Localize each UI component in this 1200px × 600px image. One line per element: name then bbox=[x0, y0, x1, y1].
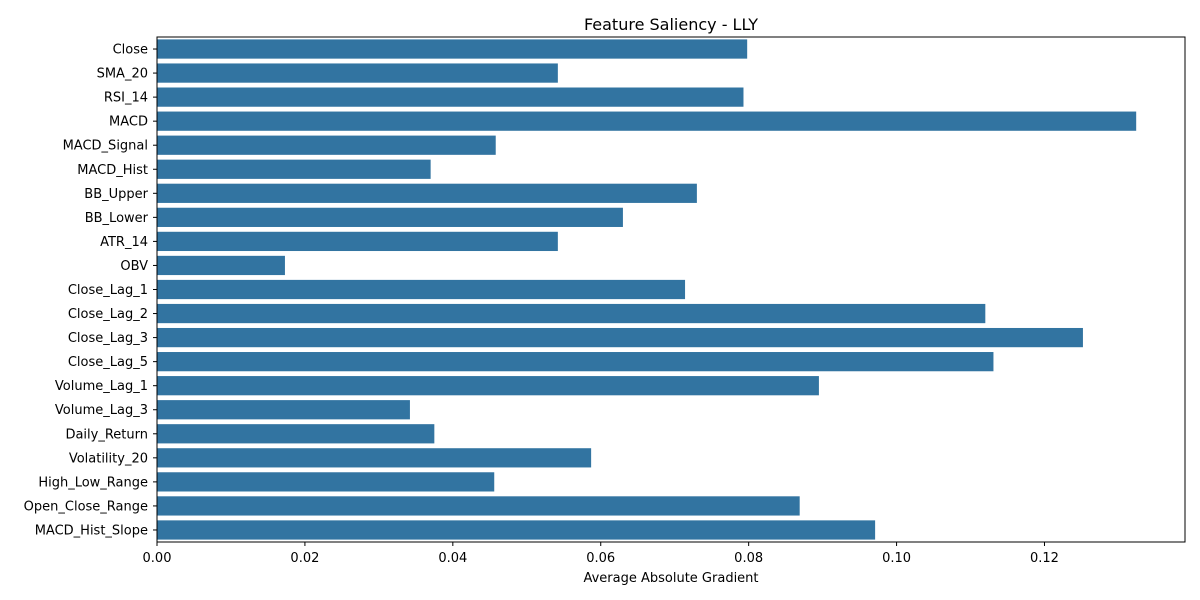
bar-daily-return bbox=[157, 424, 435, 444]
bar-close bbox=[157, 39, 748, 59]
y-tick-label: Close_Lag_1 bbox=[68, 283, 148, 298]
bar-close-lag-3 bbox=[157, 327, 1083, 348]
bar-close-lag-1 bbox=[157, 279, 686, 300]
y-tick-label: OBV bbox=[120, 259, 148, 274]
y-tick-label: RSI_14 bbox=[104, 91, 148, 106]
bar-close-lag-2 bbox=[157, 303, 986, 324]
y-tick-label: ATR_14 bbox=[100, 235, 148, 250]
y-axis-ticks: Close SMA_20 RSI_14 MACD MACD_Signal MACD_His… bbox=[24, 43, 157, 538]
bar-sma-20 bbox=[157, 63, 558, 83]
y-tick-label: MACD_Signal bbox=[63, 139, 148, 154]
bar-macd-hist-slope bbox=[157, 520, 876, 540]
x-axis-ticks: 0.00 0.02 0.04 0.06 0.08 0.10 0.12 bbox=[143, 542, 1059, 566]
bar-rsi-14 bbox=[157, 87, 744, 107]
bar-volume-lag-3 bbox=[157, 400, 410, 420]
bar-open-close-range bbox=[157, 496, 800, 516]
y-tick-label: MACD_Hist bbox=[77, 163, 148, 178]
bar-macd bbox=[157, 111, 1137, 131]
x-tick-label: 0.12 bbox=[1030, 551, 1059, 566]
x-tick-label: 0.08 bbox=[734, 551, 763, 566]
bar-bb-lower bbox=[157, 207, 623, 227]
bars-group bbox=[157, 39, 1137, 540]
y-tick-label: Close_Lag_3 bbox=[68, 331, 148, 346]
bar-bb-upper bbox=[157, 183, 697, 203]
y-tick-label: Volume_Lag_1 bbox=[55, 379, 148, 394]
bar-high-low-range bbox=[157, 472, 495, 492]
y-tick-label: Close_Lag_5 bbox=[68, 355, 148, 370]
y-tick-label: MACD_Hist_Slope bbox=[35, 523, 148, 538]
bar-volatility-20 bbox=[157, 448, 592, 468]
y-tick-label: MACD bbox=[109, 115, 148, 130]
y-tick-label: BB_Upper bbox=[84, 187, 148, 202]
x-tick-label: 0.00 bbox=[143, 551, 172, 566]
y-tick-label: Close bbox=[113, 43, 148, 58]
bar-macd-hist bbox=[157, 159, 431, 179]
bar-atr-14 bbox=[157, 231, 558, 252]
x-axis-label: Average Absolute Gradient bbox=[583, 571, 758, 586]
y-tick-label: Daily_Return bbox=[65, 427, 148, 442]
x-tick-label: 0.06 bbox=[586, 551, 615, 566]
bar-close-lag-5 bbox=[157, 352, 994, 372]
bar-obv bbox=[157, 255, 285, 276]
x-tick-label: 0.04 bbox=[438, 551, 467, 566]
y-tick-label: BB_Lower bbox=[85, 211, 149, 226]
x-tick-label: 0.02 bbox=[290, 551, 319, 566]
y-tick-label: Volume_Lag_3 bbox=[55, 403, 148, 418]
bar-volume-lag-1 bbox=[157, 376, 819, 396]
y-tick-label: SMA_20 bbox=[97, 67, 148, 82]
y-tick-label: Close_Lag_2 bbox=[68, 307, 148, 322]
chart-title: Feature Saliency - LLY bbox=[584, 15, 758, 34]
x-tick-label: 0.10 bbox=[882, 551, 911, 566]
bar-macd-signal bbox=[157, 135, 496, 155]
y-tick-label: High_Low_Range bbox=[38, 475, 148, 490]
plot-frame bbox=[156, 36, 1186, 543]
y-tick-label: Open_Close_Range bbox=[24, 499, 148, 514]
y-tick-label: Volatility_20 bbox=[69, 451, 148, 466]
